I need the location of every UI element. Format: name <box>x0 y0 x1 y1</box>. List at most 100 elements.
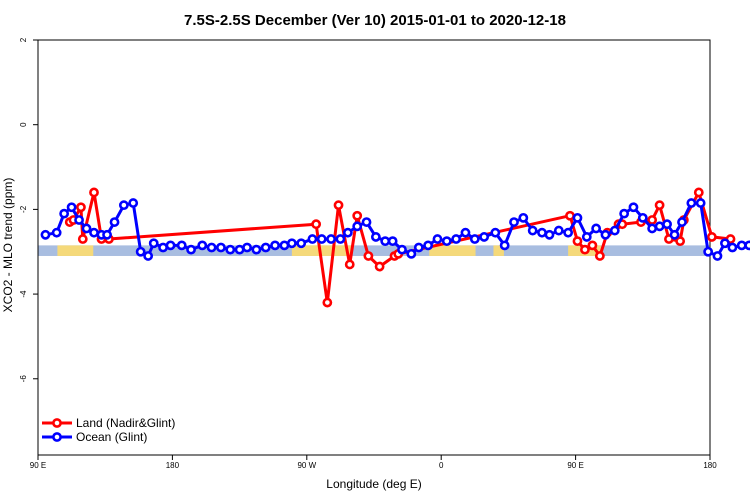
data-point-ocean <box>74 215 84 225</box>
data-point-ocean <box>469 234 480 244</box>
x-tick-label: 180 <box>703 461 717 470</box>
data-point-ocean <box>260 242 271 253</box>
legend-marker-ocean <box>52 432 62 442</box>
data-point-ocean <box>432 234 443 244</box>
data-point-land <box>344 259 355 270</box>
data-point-ocean <box>286 238 297 249</box>
data-point-ocean <box>686 198 697 208</box>
data-point-ocean <box>102 229 112 240</box>
data-point-ocean <box>423 240 434 251</box>
data-point-ocean <box>296 238 307 249</box>
data-point-ocean <box>225 244 236 255</box>
data-point-ocean <box>451 234 462 244</box>
data-point-ocean <box>279 240 290 251</box>
data-point-land <box>322 297 333 308</box>
data-point-ocean <box>537 227 547 238</box>
data-point-ocean <box>591 223 602 234</box>
data-point-ocean <box>387 236 398 247</box>
series-ocean <box>40 198 750 261</box>
data-point-land <box>594 251 605 261</box>
data-point-ocean <box>406 248 417 259</box>
data-point-land <box>706 232 717 242</box>
y-tick-label: 2 <box>19 37 28 42</box>
data-point-ocean <box>316 234 327 244</box>
x-tick-label: 180 <box>166 461 180 470</box>
data-point-ocean <box>490 227 501 238</box>
legend-marker-land <box>52 418 62 428</box>
data-point-land <box>77 234 88 244</box>
data-point-ocean <box>563 227 574 238</box>
data-point-ocean <box>307 234 318 244</box>
band-land <box>57 245 94 256</box>
data-point-ocean <box>242 242 252 253</box>
data-point-ocean <box>637 212 648 223</box>
x-tick-label: 90 E <box>30 461 46 470</box>
data-point-land <box>374 261 385 272</box>
data-point-ocean <box>89 227 99 238</box>
x-tick-label: 90 E <box>567 461 583 470</box>
data-point-ocean <box>135 246 146 257</box>
y-tick-label: -6 <box>19 375 28 383</box>
data-point-ocean <box>206 242 217 253</box>
data-point-land <box>89 187 99 198</box>
data-point-ocean <box>335 234 346 244</box>
band-land <box>291 245 352 256</box>
data-point-ocean <box>397 244 407 255</box>
data-point-ocean <box>186 244 196 255</box>
data-point-ocean <box>109 217 120 227</box>
data-point-ocean <box>118 200 129 211</box>
data-point-ocean <box>66 202 77 213</box>
data-point-land <box>647 215 658 225</box>
data-point-ocean <box>609 225 620 236</box>
x-axis-label: Longitude (deg E) <box>326 477 421 491</box>
data-point-land <box>333 200 344 211</box>
data-point-ocean <box>553 225 564 236</box>
data-point-ocean <box>251 244 262 255</box>
data-point-ocean <box>669 229 680 240</box>
data-point-ocean <box>712 251 723 261</box>
data-point-ocean <box>600 229 611 240</box>
series-line-ocean <box>45 201 750 258</box>
data-point-ocean <box>736 240 747 251</box>
y-tick-label: -2 <box>19 205 28 213</box>
data-point-ocean <box>197 240 208 251</box>
legend: Land (Nadir&Glint)Ocean (Glint) <box>42 416 175 444</box>
data-point-ocean <box>380 236 391 247</box>
data-point-ocean <box>361 217 372 227</box>
data-point-ocean <box>143 251 154 261</box>
legend-label-ocean: Ocean (Glint) <box>76 430 147 444</box>
data-point-ocean <box>619 208 630 219</box>
data-point-ocean <box>727 242 738 253</box>
data-point-ocean <box>441 236 452 247</box>
data-point-land <box>675 236 686 247</box>
data-point-land <box>363 251 374 261</box>
data-point-ocean <box>499 240 510 251</box>
legend-label-land: Land (Nadir&Glint) <box>76 416 175 430</box>
data-point-ocean <box>572 212 583 223</box>
data-point-ocean <box>479 232 490 242</box>
data-point-ocean <box>81 223 92 234</box>
data-point-land <box>76 202 86 213</box>
data-point-ocean <box>40 229 51 240</box>
data-point-ocean <box>413 242 424 253</box>
band-land <box>493 245 504 256</box>
data-point-land <box>352 210 363 221</box>
band-land <box>429 245 476 256</box>
data-point-ocean <box>509 217 519 227</box>
data-point-ocean <box>544 229 555 240</box>
data-point-land <box>565 210 575 221</box>
data-point-land <box>654 200 665 211</box>
data-point-land <box>693 187 704 198</box>
data-point-land <box>587 240 598 251</box>
data-point-ocean <box>326 234 336 244</box>
data-point-ocean <box>165 240 176 251</box>
data-point-ocean <box>662 219 672 230</box>
data-point-ocean <box>628 202 639 213</box>
data-point-ocean <box>370 232 381 242</box>
data-point-ocean <box>677 217 687 227</box>
data-point-ocean <box>460 227 471 238</box>
data-point-ocean <box>352 221 363 232</box>
data-point-ocean <box>128 198 139 208</box>
